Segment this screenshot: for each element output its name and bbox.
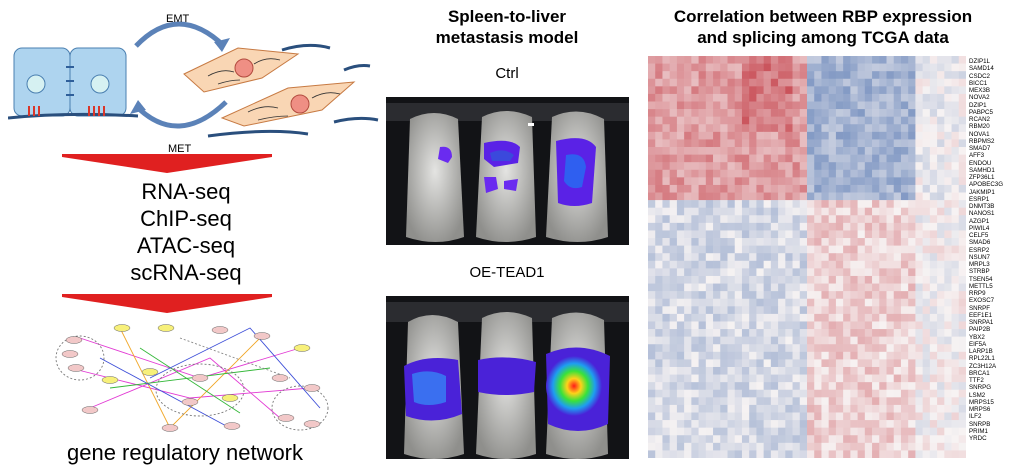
- gene-label: TSEN54: [969, 275, 993, 283]
- correlation-heatmap: [648, 56, 966, 458]
- gene-label: NOVA1: [969, 130, 990, 138]
- gene-label: PIWIL4: [969, 224, 990, 232]
- ctrl-mice-image: [386, 97, 629, 245]
- gene-label: RBM20: [969, 123, 990, 131]
- gene-label: NANOS1: [969, 210, 995, 218]
- gene-label: MRPL3: [969, 261, 990, 268]
- gene-label: SNRPF: [969, 304, 990, 312]
- gene-label: PAIP2B: [969, 326, 991, 334]
- gene-label: SAMHD1: [969, 166, 995, 174]
- middle-title-line2: metastasis model: [435, 28, 579, 47]
- gene-label: NOVA2: [969, 94, 990, 102]
- gene-label: BRCA1: [969, 369, 990, 377]
- gene-label: SNRPB: [969, 420, 991, 428]
- gene-label: STRBP: [969, 268, 990, 276]
- gene-label: MRPS15: [969, 398, 994, 406]
- gene-label: EEF1E1: [969, 311, 993, 319]
- gene-label: BICC1: [969, 79, 988, 87]
- gene-label: ENDOU: [969, 159, 992, 167]
- ctrl-label: Ctrl: [495, 65, 519, 82]
- seq-method-atac: ATAC-seq: [136, 233, 236, 258]
- emt-label: EMT: [166, 13, 190, 25]
- seq-method-chip: ChIP-seq: [140, 206, 232, 231]
- gene-label: PABPC5: [969, 108, 993, 116]
- gene-label: ESRP1: [969, 195, 990, 203]
- met-label: MET: [168, 143, 192, 155]
- network-graph: [55, 324, 329, 432]
- gene-label: CSDC2: [969, 72, 990, 80]
- middle-title: Spleen-to-liver metastasis model: [382, 6, 632, 48]
- gene-label: ZFP36L1: [969, 174, 995, 181]
- gene-label: YRDC: [969, 435, 987, 442]
- gene-label: RRP9: [969, 290, 986, 297]
- gene-label: MRPS6: [969, 406, 991, 413]
- gene-label: DZIP1: [969, 101, 987, 109]
- gene-label: TTF2: [969, 377, 984, 384]
- oe-tead1-mice-image: [386, 296, 629, 459]
- arrow-down-icon: [62, 294, 272, 313]
- gene-label: SNRPG: [969, 384, 992, 392]
- oe-tead1-label: OE-TEAD1: [469, 264, 545, 281]
- right-title-line1: Correlation between RBP expression: [673, 7, 973, 26]
- gene-label: RBPMS2: [969, 137, 995, 145]
- gene-label: DNMT3B: [969, 203, 995, 210]
- gene-label: SAMD14: [969, 65, 994, 73]
- gene-label: DZIP1L: [969, 58, 990, 65]
- network-caption: gene regulatory network: [66, 440, 304, 465]
- epithelial-cells: [8, 47, 139, 120]
- gene-label: RCAN2: [969, 116, 990, 123]
- gene-label: SNRPA1: [969, 319, 994, 326]
- right-title: Correlation between RBP expression and s…: [633, 6, 1013, 48]
- gene-label: LSM2: [969, 391, 986, 399]
- gene-label: METTL5: [969, 282, 993, 290]
- right-title-line2: and splicing among TCGA data: [697, 28, 949, 47]
- gene-label: APOBEC3G: [969, 181, 1004, 189]
- gene-label: AFF3: [969, 152, 985, 160]
- gene-label: ZC3H12A: [969, 362, 997, 370]
- arrow-down-icon: [62, 154, 272, 173]
- mesenchymal-cells: [183, 43, 379, 138]
- gene-label: ILF2: [969, 413, 982, 421]
- gene-label: EXOSC7: [969, 297, 995, 305]
- gene-label: SMAD6: [969, 239, 991, 247]
- gene-label: SMAD7: [969, 145, 991, 152]
- middle-title-line1: Spleen-to-liver: [447, 7, 567, 26]
- gene-label: JAKMIP1: [969, 188, 995, 196]
- gene-label: EIF5A: [969, 340, 987, 348]
- gene-label: ESRP2: [969, 246, 990, 254]
- gene-label: PRIM1: [969, 427, 988, 435]
- gene-label-list: DZIP1L SAMD14 CSDC2 BICC1 MEX3B NOVA2 DZIP1 PAB…: [969, 58, 1013, 442]
- gene-label: NSUN7: [969, 253, 990, 261]
- seq-method-scrna: scRNA-seq: [130, 260, 242, 285]
- gene-label: AZGP1: [969, 217, 990, 225]
- gene-label: LARP1B: [969, 348, 993, 355]
- gene-label: MEX3B: [969, 87, 990, 94]
- seq-method-rna: RNA-seq: [141, 179, 231, 204]
- gene-label: RPL22L1: [969, 355, 995, 363]
- gene-label: CELF5: [969, 232, 989, 239]
- gene-label: YBX2: [969, 333, 985, 341]
- emt-met-diagram: EMT MET: [8, 13, 379, 155]
